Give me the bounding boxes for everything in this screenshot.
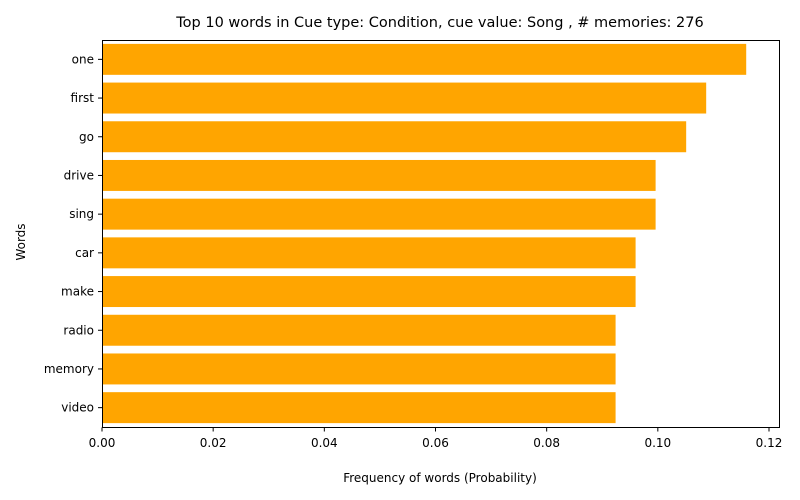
y-tick-label: radio xyxy=(63,323,94,337)
y-tick-label: make xyxy=(61,285,94,299)
y-tick-label: first xyxy=(71,91,95,105)
x-tick-label: 0.06 xyxy=(422,436,449,450)
bar-first xyxy=(102,82,707,114)
x-tick-label: 0.02 xyxy=(200,436,227,450)
y-tick-label: video xyxy=(61,401,94,415)
x-tick-label: 0.08 xyxy=(533,436,560,450)
y-tick-label: sing xyxy=(69,207,94,221)
bar-radio xyxy=(102,314,616,346)
x-tick-label: 0.12 xyxy=(756,436,783,450)
chart-title: Top 10 words in Cue type: Condition, cue… xyxy=(175,15,703,31)
y-tick-label: one xyxy=(72,52,94,66)
y-tick-label: car xyxy=(75,246,94,260)
bars-group xyxy=(102,43,747,424)
bar-drive xyxy=(102,159,656,191)
y-tick-label: memory xyxy=(44,362,94,376)
x-axis-ticks: 0.00 0.02 0.04 0.06 0.08 0.10 0.12 xyxy=(89,427,783,450)
y-axis-label: Words xyxy=(14,223,28,260)
y-tick-label: go xyxy=(79,130,94,144)
x-tick-label: 0.00 xyxy=(89,436,116,450)
bar-sing xyxy=(102,198,656,230)
y-axis-ticks: one first go drive sing car make radio memory vid… xyxy=(44,52,102,415)
y-tick-label: drive xyxy=(64,168,94,182)
x-tick-label: 0.10 xyxy=(644,436,671,450)
bar-make xyxy=(102,276,636,308)
plot-frame xyxy=(102,40,780,428)
bar-go xyxy=(102,121,687,153)
bar-car xyxy=(102,237,636,269)
bar-video xyxy=(102,392,616,424)
x-axis-label: Frequency of words (Probability) xyxy=(343,471,537,485)
bar-memory xyxy=(102,353,616,385)
bar-one xyxy=(102,43,747,75)
x-tick-label: 0.04 xyxy=(311,436,338,450)
